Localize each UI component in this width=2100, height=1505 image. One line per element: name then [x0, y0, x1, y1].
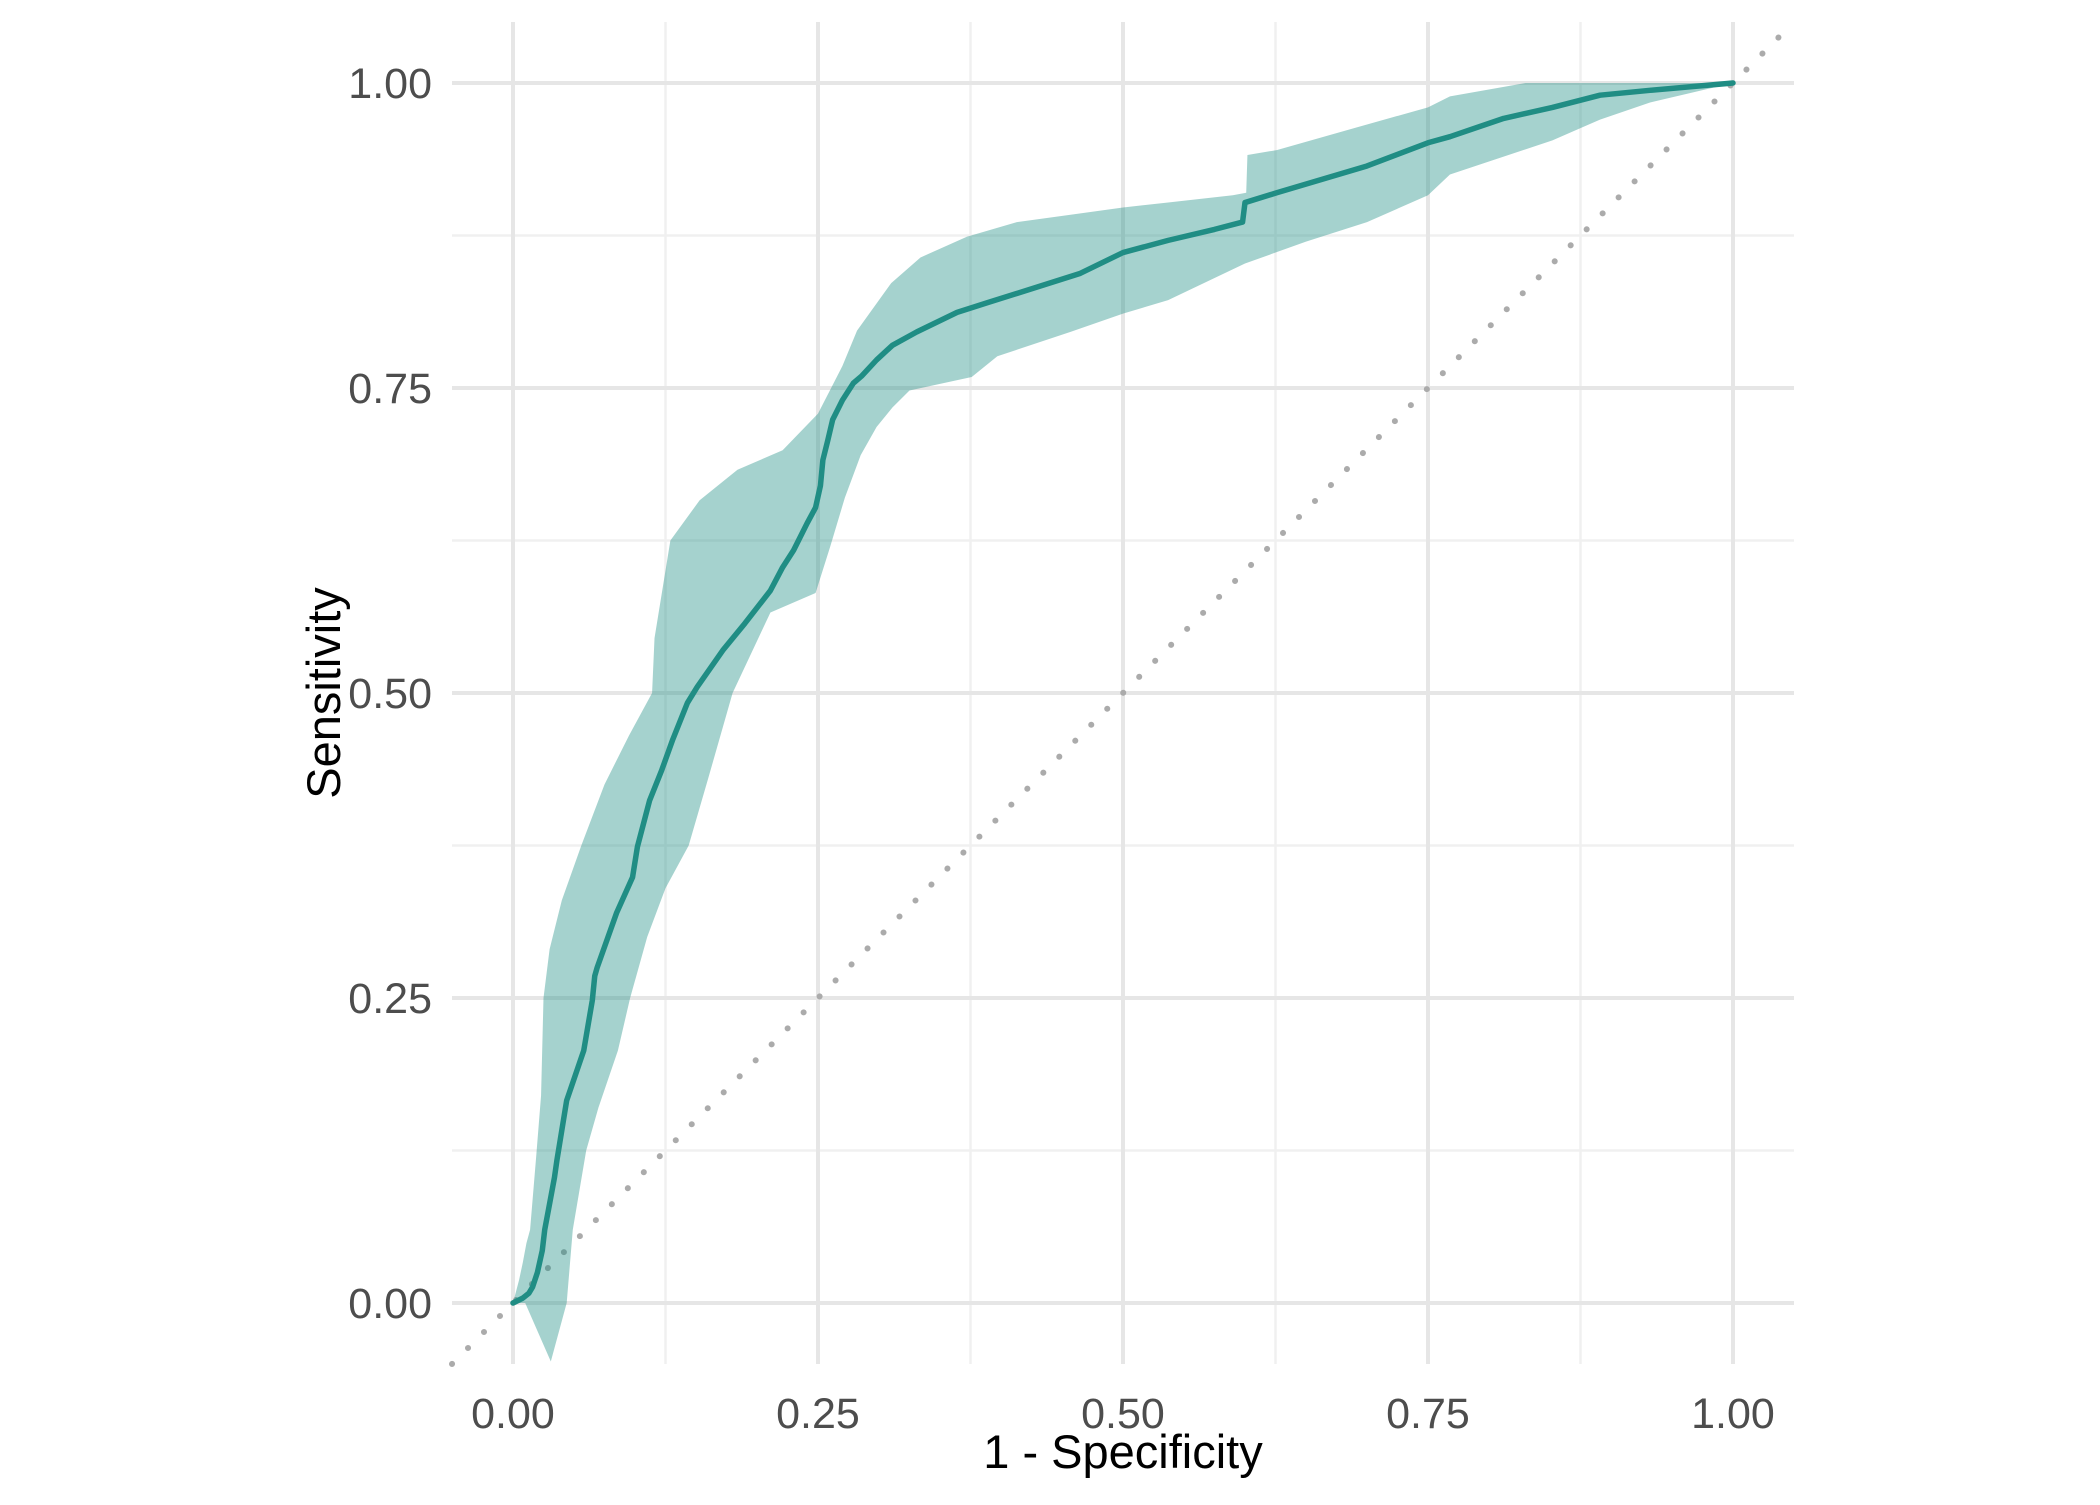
x-axis-tick-labels: 0.00 0.25 0.50 0.75 1.00 [471, 1390, 1775, 1438]
y-tick-label: 1.00 [348, 60, 432, 108]
x-tick-label: 0.25 [776, 1390, 860, 1438]
x-tick-label: 1.00 [1691, 1390, 1775, 1438]
x-tick-label: 0.00 [471, 1390, 555, 1438]
grid-major-lines [452, 22, 1794, 1364]
y-tick-label: 0.25 [348, 975, 432, 1023]
diagonal-reference-line [449, 19, 1797, 1367]
y-axis-title: Sensitivity [297, 587, 350, 799]
x-tick-label: 0.50 [1081, 1390, 1165, 1438]
y-tick-label: 0.75 [348, 365, 432, 413]
x-tick-label: 0.75 [1386, 1390, 1470, 1438]
y-axis-tick-labels: 0.00 0.25 0.50 0.75 1.00 [348, 60, 432, 1328]
y-tick-label: 0.00 [348, 1280, 432, 1328]
x-axis-title: 1 - Specificity [983, 1425, 1263, 1478]
roc-curve-line [510, 80, 1736, 1306]
y-tick-label: 0.50 [348, 670, 432, 718]
